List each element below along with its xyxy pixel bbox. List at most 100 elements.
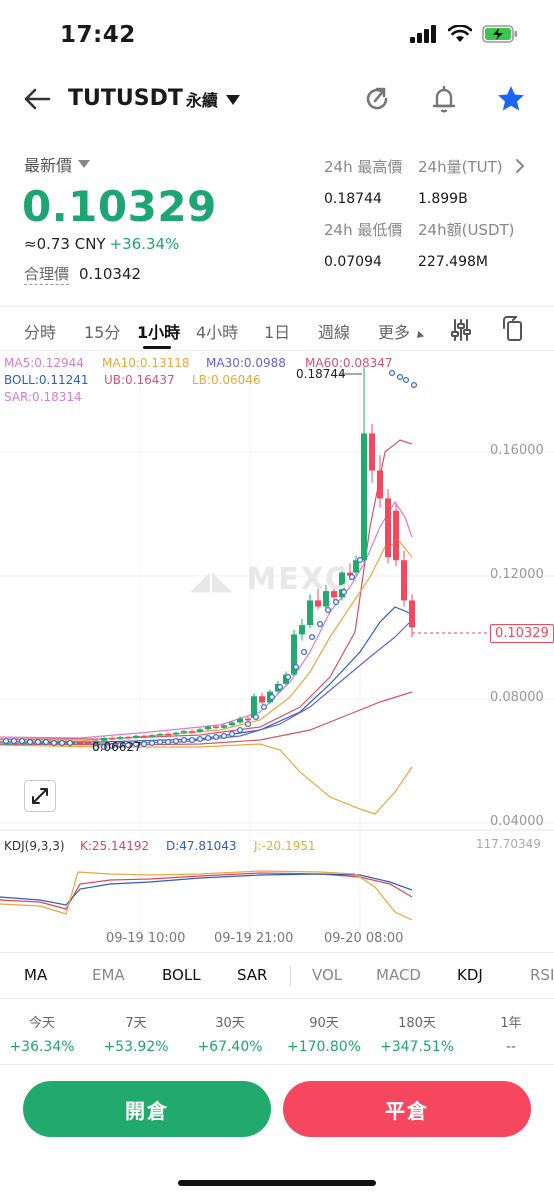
kdj-max-label: 117.70349 [476, 837, 541, 851]
kline-chart-svg[interactable] [0, 352, 554, 952]
sar-dot [260, 703, 268, 711]
candle-body [101, 737, 107, 741]
watermark-text: MEXC [246, 562, 349, 597]
stat-24h-amount: 24h額(USDT) 227.498M [418, 219, 515, 270]
sar-dot [148, 739, 156, 747]
sar-dot [50, 739, 58, 747]
perf-30d: 30天 +67.40% [190, 1012, 270, 1055]
sar-dot [402, 376, 410, 384]
stat-24h-volume: 24h量(TUT) 1.899B [418, 156, 503, 207]
favorite-star-icon[interactable] [496, 84, 526, 114]
expand-chart-button[interactable] [24, 780, 56, 812]
indicator-ema-button[interactable]: EMA [92, 966, 125, 984]
sar-dot [300, 648, 308, 656]
rotate-landscape-icon[interactable] [502, 316, 526, 342]
sar-dot [236, 726, 244, 734]
sar-dot [42, 738, 50, 746]
sar-dot [164, 738, 172, 746]
candle-body [21, 742, 27, 745]
stat-value: 227.498M [418, 254, 488, 270]
indicator-toolbar: MA EMA BOLL SAR VOL MACD KDJ RSI [0, 952, 554, 998]
perf-period: 30天 [215, 1016, 245, 1031]
sar-dot [244, 720, 252, 728]
candle-body [401, 560, 407, 601]
home-indicator [178, 1180, 376, 1186]
candle-body [125, 737, 131, 739]
last-price-selector[interactable]: 最新價 [24, 152, 91, 176]
divider [0, 306, 554, 307]
sar-dot [18, 737, 26, 745]
perf-90d: 90天 +170.80% [284, 1012, 364, 1055]
chevron-right-icon[interactable] [514, 158, 526, 174]
perf-period: 今天 [28, 1016, 55, 1031]
perf-period: 90天 [309, 1016, 339, 1031]
status-time: 17:42 [60, 22, 136, 48]
kline-chart[interactable]: ◢◣ MEXC MA5:0.12944 MA10:0.13118 MA30:0.… [0, 352, 554, 952]
ub-readout: UB:0.16437 [104, 373, 175, 387]
indicator-ma-button[interactable]: MA [24, 966, 48, 984]
y-tick-label: 0.04000 [490, 814, 544, 829]
sar-dot [284, 673, 292, 681]
sar-dot [156, 738, 164, 746]
stat-label: 24h額(USDT) [418, 221, 515, 239]
fair-price-label[interactable]: 合理價 [24, 265, 70, 285]
candle-body [393, 510, 399, 561]
tab-timeframe-1h[interactable]: 1小時 [137, 323, 181, 342]
sar-dot [108, 742, 116, 750]
contract-type: 永續 [185, 90, 218, 110]
tab-timeframe-more[interactable]: 更多 [378, 319, 425, 343]
indicator-vol-button[interactable]: VOL [312, 966, 343, 984]
watermark: ◢◣ MEXC [190, 562, 349, 597]
indicator-settings-icon[interactable] [450, 318, 472, 342]
sar-dot [356, 556, 364, 564]
y-tick-label: 0.08000 [490, 690, 544, 705]
status-bar: 17:42 [0, 0, 554, 72]
tab-timeframe-1d[interactable]: 1日 [264, 323, 291, 342]
perf-value: +53.92% [103, 1039, 169, 1055]
sar-dot [100, 743, 108, 751]
bell-icon[interactable] [429, 84, 459, 114]
indicator-boll-button[interactable]: BOLL [162, 966, 201, 984]
candle-body [5, 743, 11, 745]
sar-dot [172, 737, 180, 745]
sar-dot [92, 744, 100, 752]
status-icons [410, 25, 518, 43]
candle-body [385, 498, 391, 558]
open-position-button[interactable]: 開倉 [23, 1081, 271, 1137]
indicator-macd-button[interactable]: MACD [376, 966, 421, 984]
sar-dot [140, 740, 148, 748]
indicator-sar-button[interactable]: SAR [237, 966, 268, 984]
candle-body [173, 732, 179, 735]
fair-price-line: 合理價 0.10342 [24, 263, 141, 285]
performance-row: 今天 +36.34% 7天 +53.92% 30天 +67.40% 90天 +1… [0, 998, 554, 1064]
candle-body [13, 743, 19, 745]
tab-timeframe-line[interactable]: 分時 [24, 323, 57, 342]
sar-dot [348, 573, 356, 581]
tab-timeframe-1w[interactable]: 週線 [318, 323, 351, 342]
more-label: 更多 [378, 323, 411, 342]
tab-timeframe-4h[interactable]: 4小時 [196, 323, 239, 342]
candle-body [353, 560, 359, 573]
tab-timeframe-15m[interactable]: 15分 [84, 323, 121, 342]
perf-today: 今天 +36.34% [2, 1012, 82, 1055]
close-position-button[interactable]: 平倉 [283, 1081, 531, 1137]
candle-body [189, 731, 195, 733]
candle-body [377, 470, 383, 499]
pair-selector[interactable]: TUTUSDT 永續 [68, 86, 240, 111]
candle-body [251, 696, 257, 718]
indicator-rsi-button[interactable]: RSI [530, 966, 554, 984]
candle-body [315, 600, 321, 607]
sar-dot [316, 620, 324, 628]
sar-dot [2, 737, 10, 745]
sar-dot [228, 730, 236, 738]
share-refresh-icon[interactable] [362, 84, 392, 114]
divider [0, 1064, 554, 1065]
candle-body [141, 735, 147, 738]
candle-body [299, 625, 305, 635]
candle-body [77, 741, 83, 744]
x-tick-label: 09-19 10:00 [106, 931, 186, 946]
indicator-kdj-button[interactable]: KDJ [457, 966, 483, 984]
candle-body [339, 572, 345, 598]
back-arrow-icon[interactable] [22, 84, 52, 114]
sar-dot [124, 741, 132, 749]
